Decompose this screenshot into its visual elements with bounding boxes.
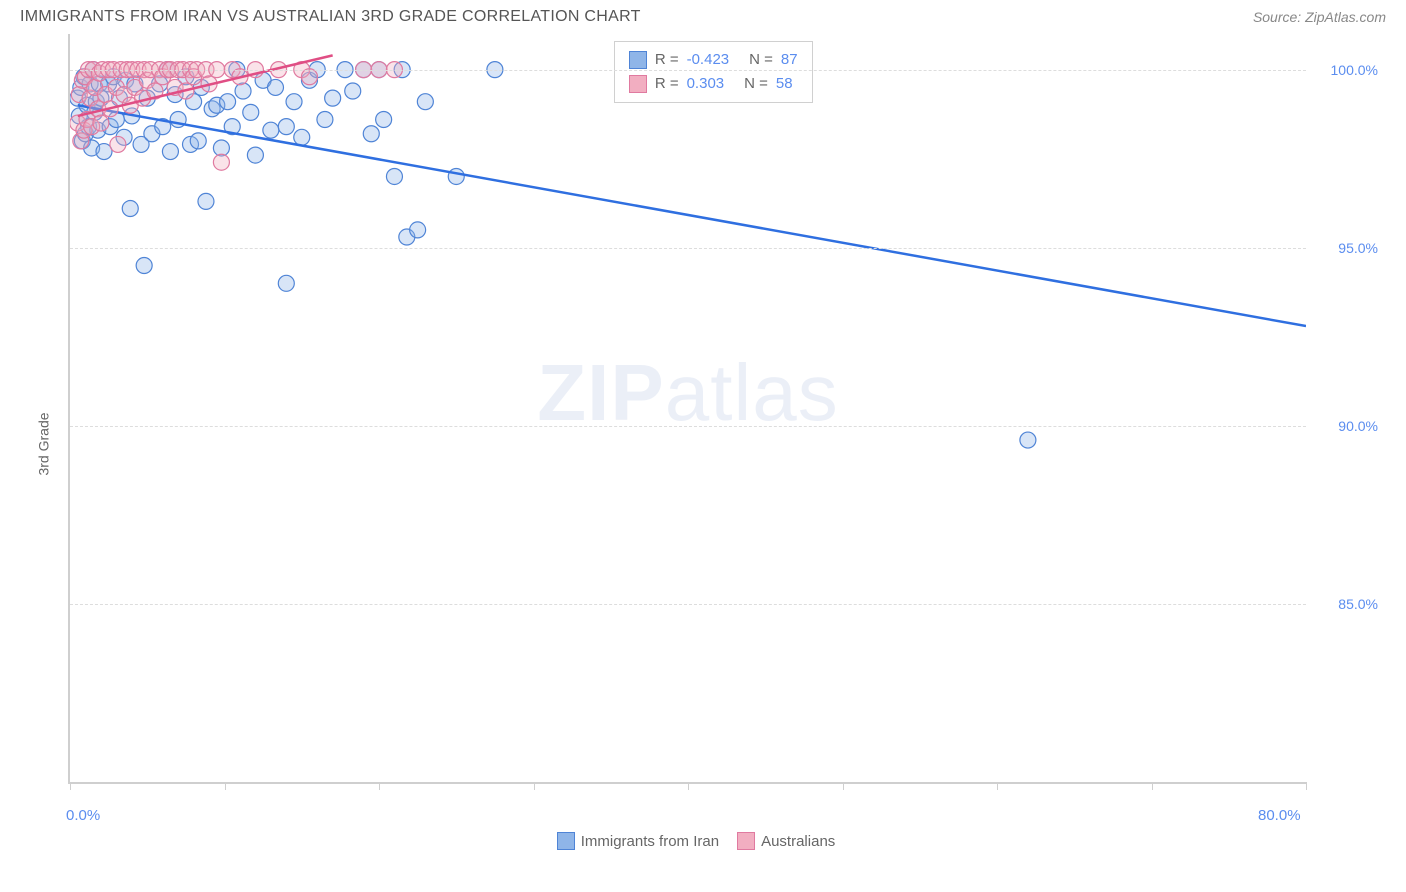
legend-stats: R =-0.423N =87R = 0.303N =58: [614, 41, 813, 103]
data-point: [263, 122, 279, 138]
data-point: [136, 258, 152, 274]
legend-swatch: [629, 51, 647, 69]
data-point: [220, 94, 236, 110]
legend-label: Australians: [761, 833, 835, 850]
data-point: [363, 126, 379, 142]
data-point: [162, 144, 178, 160]
data-point: [122, 201, 138, 217]
data-point: [110, 136, 126, 152]
x-tick-label: 0.0%: [66, 807, 100, 824]
legend-label: Immigrants from Iran: [581, 833, 719, 850]
data-point: [93, 115, 109, 131]
data-point: [278, 119, 294, 135]
data-point: [294, 129, 310, 145]
data-point: [301, 69, 317, 85]
y-axis-label: 3rd Grade: [36, 412, 52, 475]
data-point: [267, 79, 283, 95]
data-point: [417, 94, 433, 110]
plot-area: ZIPatlas R =-0.423N =87R = 0.303N =58 85…: [68, 34, 1306, 784]
x-tick-label: 80.0%: [1258, 807, 1301, 824]
data-point: [317, 111, 333, 127]
y-tick-label: 100.0%: [1314, 62, 1378, 78]
data-point: [286, 94, 302, 110]
chart-title: IMMIGRANTS FROM IRAN VS AUSTRALIAN 3RD G…: [20, 8, 641, 26]
data-point: [376, 111, 392, 127]
chart-container: 3rd Grade ZIPatlas R =-0.423N =87R = 0.3…: [20, 34, 1386, 854]
data-point: [448, 168, 464, 184]
data-point: [213, 140, 229, 156]
data-point: [198, 193, 214, 209]
data-point: [247, 147, 263, 163]
scatter-svg: [70, 34, 1306, 782]
legend-swatch: [629, 75, 647, 93]
data-point: [190, 133, 206, 149]
chart-header: IMMIGRANTS FROM IRAN VS AUSTRALIAN 3RD G…: [0, 0, 1406, 30]
data-point: [325, 90, 341, 106]
data-point: [410, 222, 426, 238]
data-point: [278, 275, 294, 291]
data-point: [345, 83, 361, 99]
y-tick-label: 95.0%: [1314, 240, 1378, 256]
legend-series: Immigrants from Iran Australians: [68, 832, 1306, 850]
legend-stat-row: R = 0.303N =58: [629, 72, 798, 96]
trend-line: [78, 105, 1306, 326]
data-point: [243, 104, 259, 120]
legend-swatch: [737, 832, 755, 850]
chart-source: Source: ZipAtlas.com: [1253, 9, 1386, 25]
legend-swatch: [557, 832, 575, 850]
data-point: [235, 83, 251, 99]
data-point: [213, 154, 229, 170]
y-tick-label: 90.0%: [1314, 418, 1378, 434]
data-point: [1020, 432, 1036, 448]
y-tick-label: 85.0%: [1314, 596, 1378, 612]
data-point: [386, 168, 402, 184]
